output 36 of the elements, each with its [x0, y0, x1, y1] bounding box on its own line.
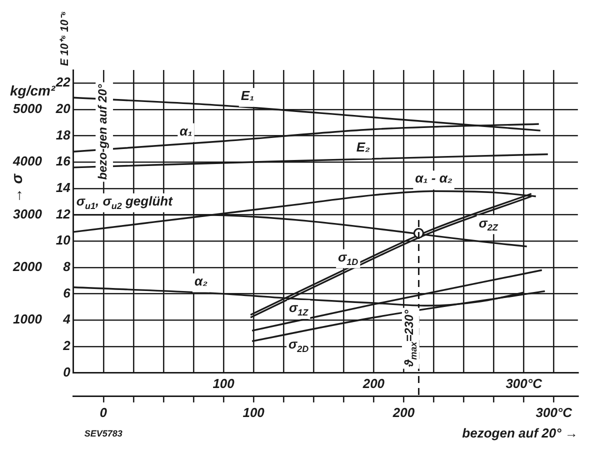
y2-tick-label: 1000 [13, 312, 43, 327]
x2-tick-label: 200 [392, 404, 416, 420]
y2-tick-label: 3000 [13, 206, 43, 222]
y-tick-label: 20 [54, 101, 72, 116]
x2-tick-label: 100 [242, 404, 266, 420]
y2-axis-title: → σ [9, 172, 26, 204]
series-label: E₁ [240, 88, 254, 104]
text: kg/cm² [10, 82, 56, 98]
y-tick-label: 12 [56, 206, 72, 222]
y-tick-label: 10 [56, 232, 72, 248]
y-axis-title: E 10⁺⁶ 10⁻⁶ [59, 11, 72, 66]
y2-tick-label: 5000 [13, 101, 43, 116]
y-tick-label: 18 [56, 127, 72, 142]
y-tick-label: 14 [56, 180, 72, 196]
text: SEV5783 [84, 428, 122, 438]
series-label: α₁ [180, 123, 192, 138]
x2-tick-label: 300°C [536, 404, 573, 420]
x-tick-label: 200 [362, 376, 386, 392]
y2-tick-label: 4000 [12, 154, 43, 169]
y-tick-label: 22 [54, 74, 72, 90]
y2-tick-label: 2000 [12, 259, 43, 274]
annotation: bezo-gen auf 20° [96, 84, 110, 180]
y-tick-label: 8 [63, 259, 72, 274]
series-label: E₂ [356, 140, 370, 155]
y-tick-label: 16 [56, 154, 72, 169]
series-label: α₂ [194, 273, 208, 288]
ref-line-label: ϑmax=230° [402, 310, 418, 368]
x2-tick-label: 0 [100, 404, 108, 420]
series-label: α₁ - α₂ [415, 170, 452, 186]
y-tick-label: 2 [62, 338, 72, 354]
x-tick-label: 100 [212, 376, 236, 392]
y-tick-label: 6 [63, 285, 72, 300]
x-tick-label: 300°C [506, 376, 543, 392]
y-tick-label: 4 [62, 312, 72, 327]
x2-axis-title: bezogen auf 20° → [462, 426, 578, 441]
y-tick-label: 0 [63, 364, 72, 380]
